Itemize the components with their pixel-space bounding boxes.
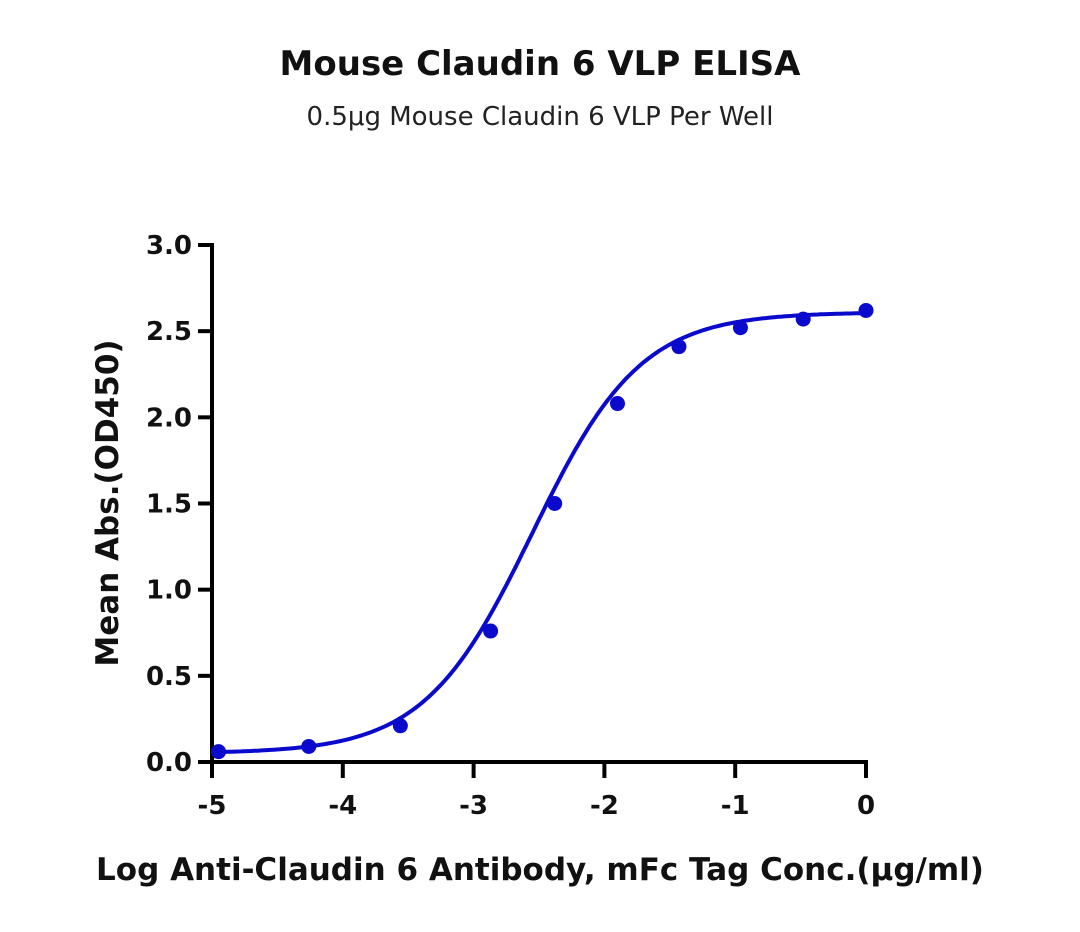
y-tick-label: 2.0 (146, 403, 192, 433)
y-tick-label: 1.0 (146, 576, 192, 606)
fit-curve (218, 311, 867, 755)
x-tick-label: 0 (857, 791, 875, 821)
y-tick-label: 1.5 (146, 490, 192, 520)
tick-labels: 0.0 0.5 1.0 1.5 2.0 2.5 3.0 -5 -4 -3 -2 -1 0 (146, 231, 875, 821)
data-point (795, 311, 811, 327)
data-points (211, 302, 874, 760)
chart-subtitle: 0.5μg Mouse Claudin 6 VLP Per Well (306, 102, 774, 132)
data-point (671, 339, 687, 355)
data-point (392, 718, 408, 734)
data-point (211, 744, 227, 760)
data-point (301, 738, 317, 754)
data-point (858, 302, 874, 318)
x-tick-label: -1 (721, 791, 750, 821)
x-tick-label: -4 (328, 791, 357, 821)
y-tick-label: 3.0 (146, 231, 192, 261)
y-tick-label: 2.5 (146, 317, 192, 347)
x-tick-label: -2 (590, 791, 619, 821)
x-axis-title: Log Anti-Claudin 6 Antibody, mFc Tag Con… (96, 852, 984, 888)
data-point (609, 396, 625, 412)
data-point (732, 320, 748, 336)
chart-title: Mouse Claudin 6 VLP ELISA (279, 44, 801, 84)
data-point (483, 623, 499, 639)
y-tick-label: 0.5 (146, 662, 192, 692)
data-point (547, 496, 563, 511)
y-axis-title: Mean Abs.(OD450) (90, 339, 126, 666)
x-tick-label: -5 (198, 791, 227, 821)
x-tick-label: -3 (459, 791, 488, 821)
y-tick-label: 0.0 (146, 748, 192, 778)
axes (198, 243, 868, 778)
